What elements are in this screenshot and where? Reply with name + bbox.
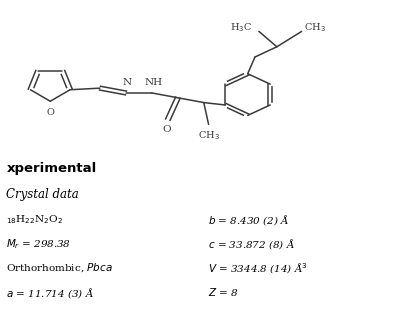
- Text: $b$ = 8.430 (2) Å: $b$ = 8.430 (2) Å: [208, 213, 290, 227]
- Text: NH: NH: [145, 78, 163, 87]
- Text: $Z$ = 8: $Z$ = 8: [208, 286, 239, 298]
- Text: N: N: [123, 78, 132, 87]
- Text: O: O: [162, 125, 171, 134]
- Text: H$_3$C: H$_3$C: [230, 21, 252, 34]
- Text: Orthorhombic, $\it{Pbca}$: Orthorhombic, $\it{Pbca}$: [6, 262, 113, 274]
- Text: O: O: [47, 108, 54, 117]
- Text: $V$ = 3344.8 (14) Å$^3$: $V$ = 3344.8 (14) Å$^3$: [208, 262, 308, 276]
- Text: $c$ = 33.872 (8) Å: $c$ = 33.872 (8) Å: [208, 237, 295, 252]
- Text: $a$ = 11.714 (3) Å: $a$ = 11.714 (3) Å: [6, 286, 94, 300]
- Text: Crystal data: Crystal data: [6, 188, 79, 201]
- Text: xperimental: xperimental: [6, 162, 97, 175]
- Text: $_{18}$H$_{22}$N$_2$O$_2$: $_{18}$H$_{22}$N$_2$O$_2$: [6, 213, 63, 226]
- Text: CH$_3$: CH$_3$: [198, 130, 220, 142]
- Text: $M_r$ = 298.38: $M_r$ = 298.38: [6, 237, 72, 252]
- Text: CH$_3$: CH$_3$: [304, 21, 325, 34]
